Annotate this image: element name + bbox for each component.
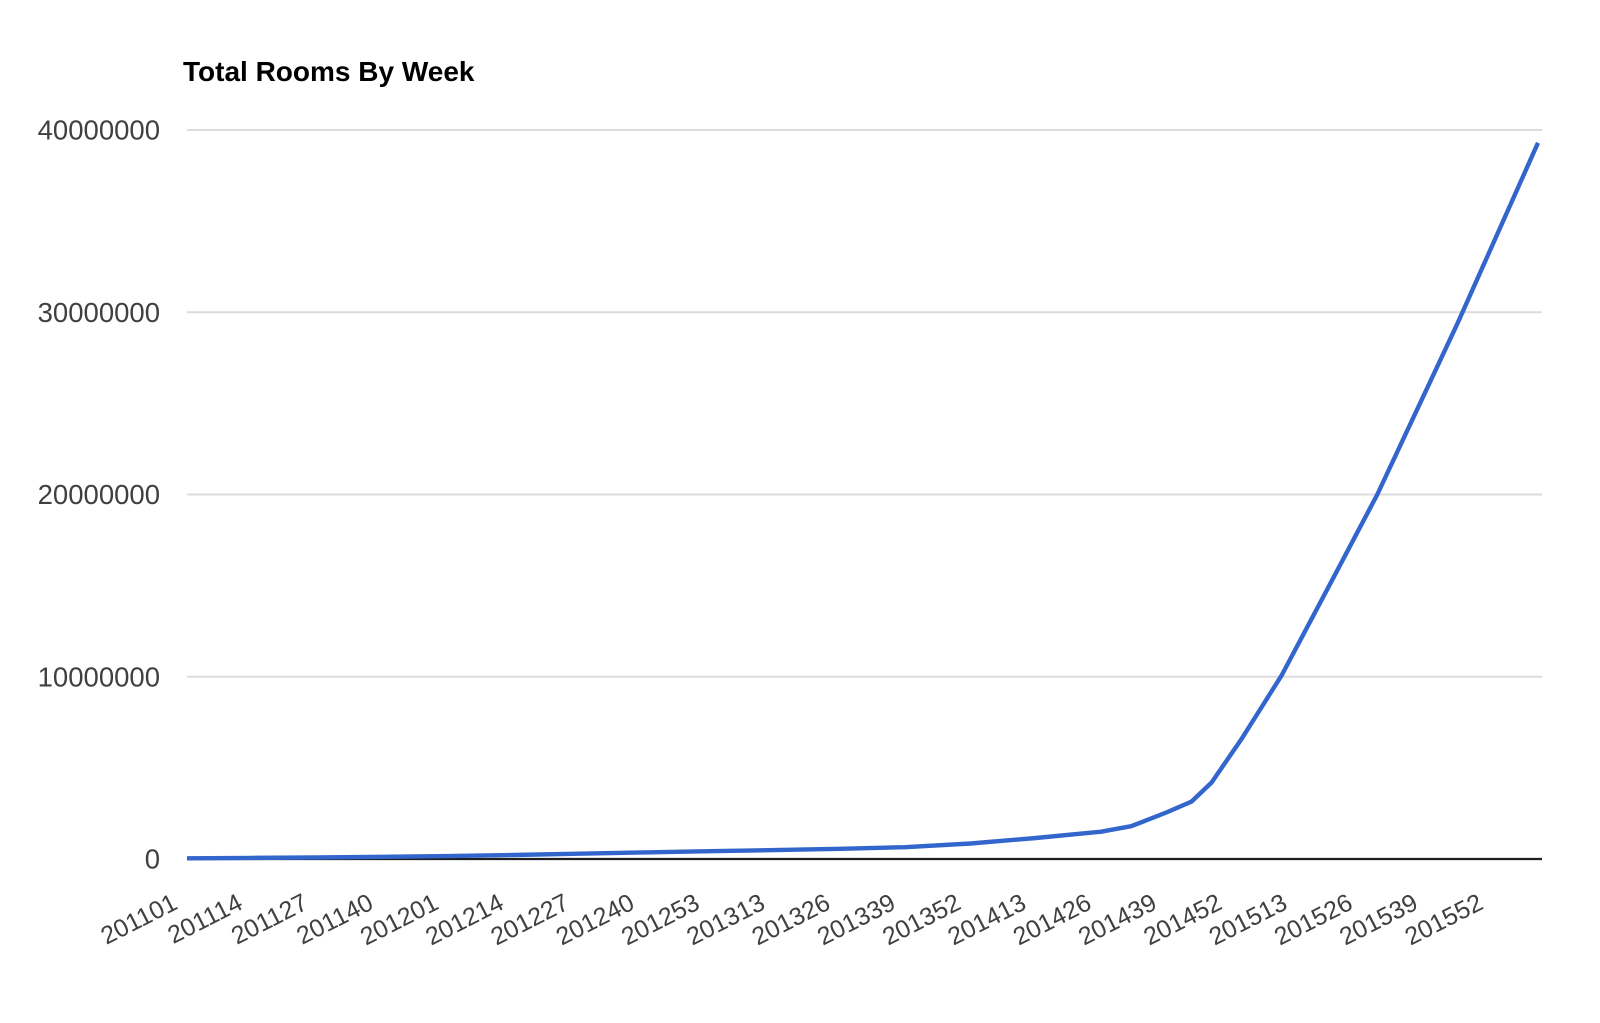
y-axis-label: 40000000 — [38, 115, 160, 146]
y-axis-label: 20000000 — [38, 479, 160, 510]
y-axis-label: 30000000 — [38, 297, 160, 328]
y-axis-label: 0 — [145, 844, 160, 875]
x-axis-label: 201101 — [96, 888, 181, 950]
y-axis-label: 10000000 — [38, 661, 160, 692]
chart-title: Total Rooms By Week — [183, 56, 475, 87]
series-line-total-rooms — [186, 141, 1541, 861]
